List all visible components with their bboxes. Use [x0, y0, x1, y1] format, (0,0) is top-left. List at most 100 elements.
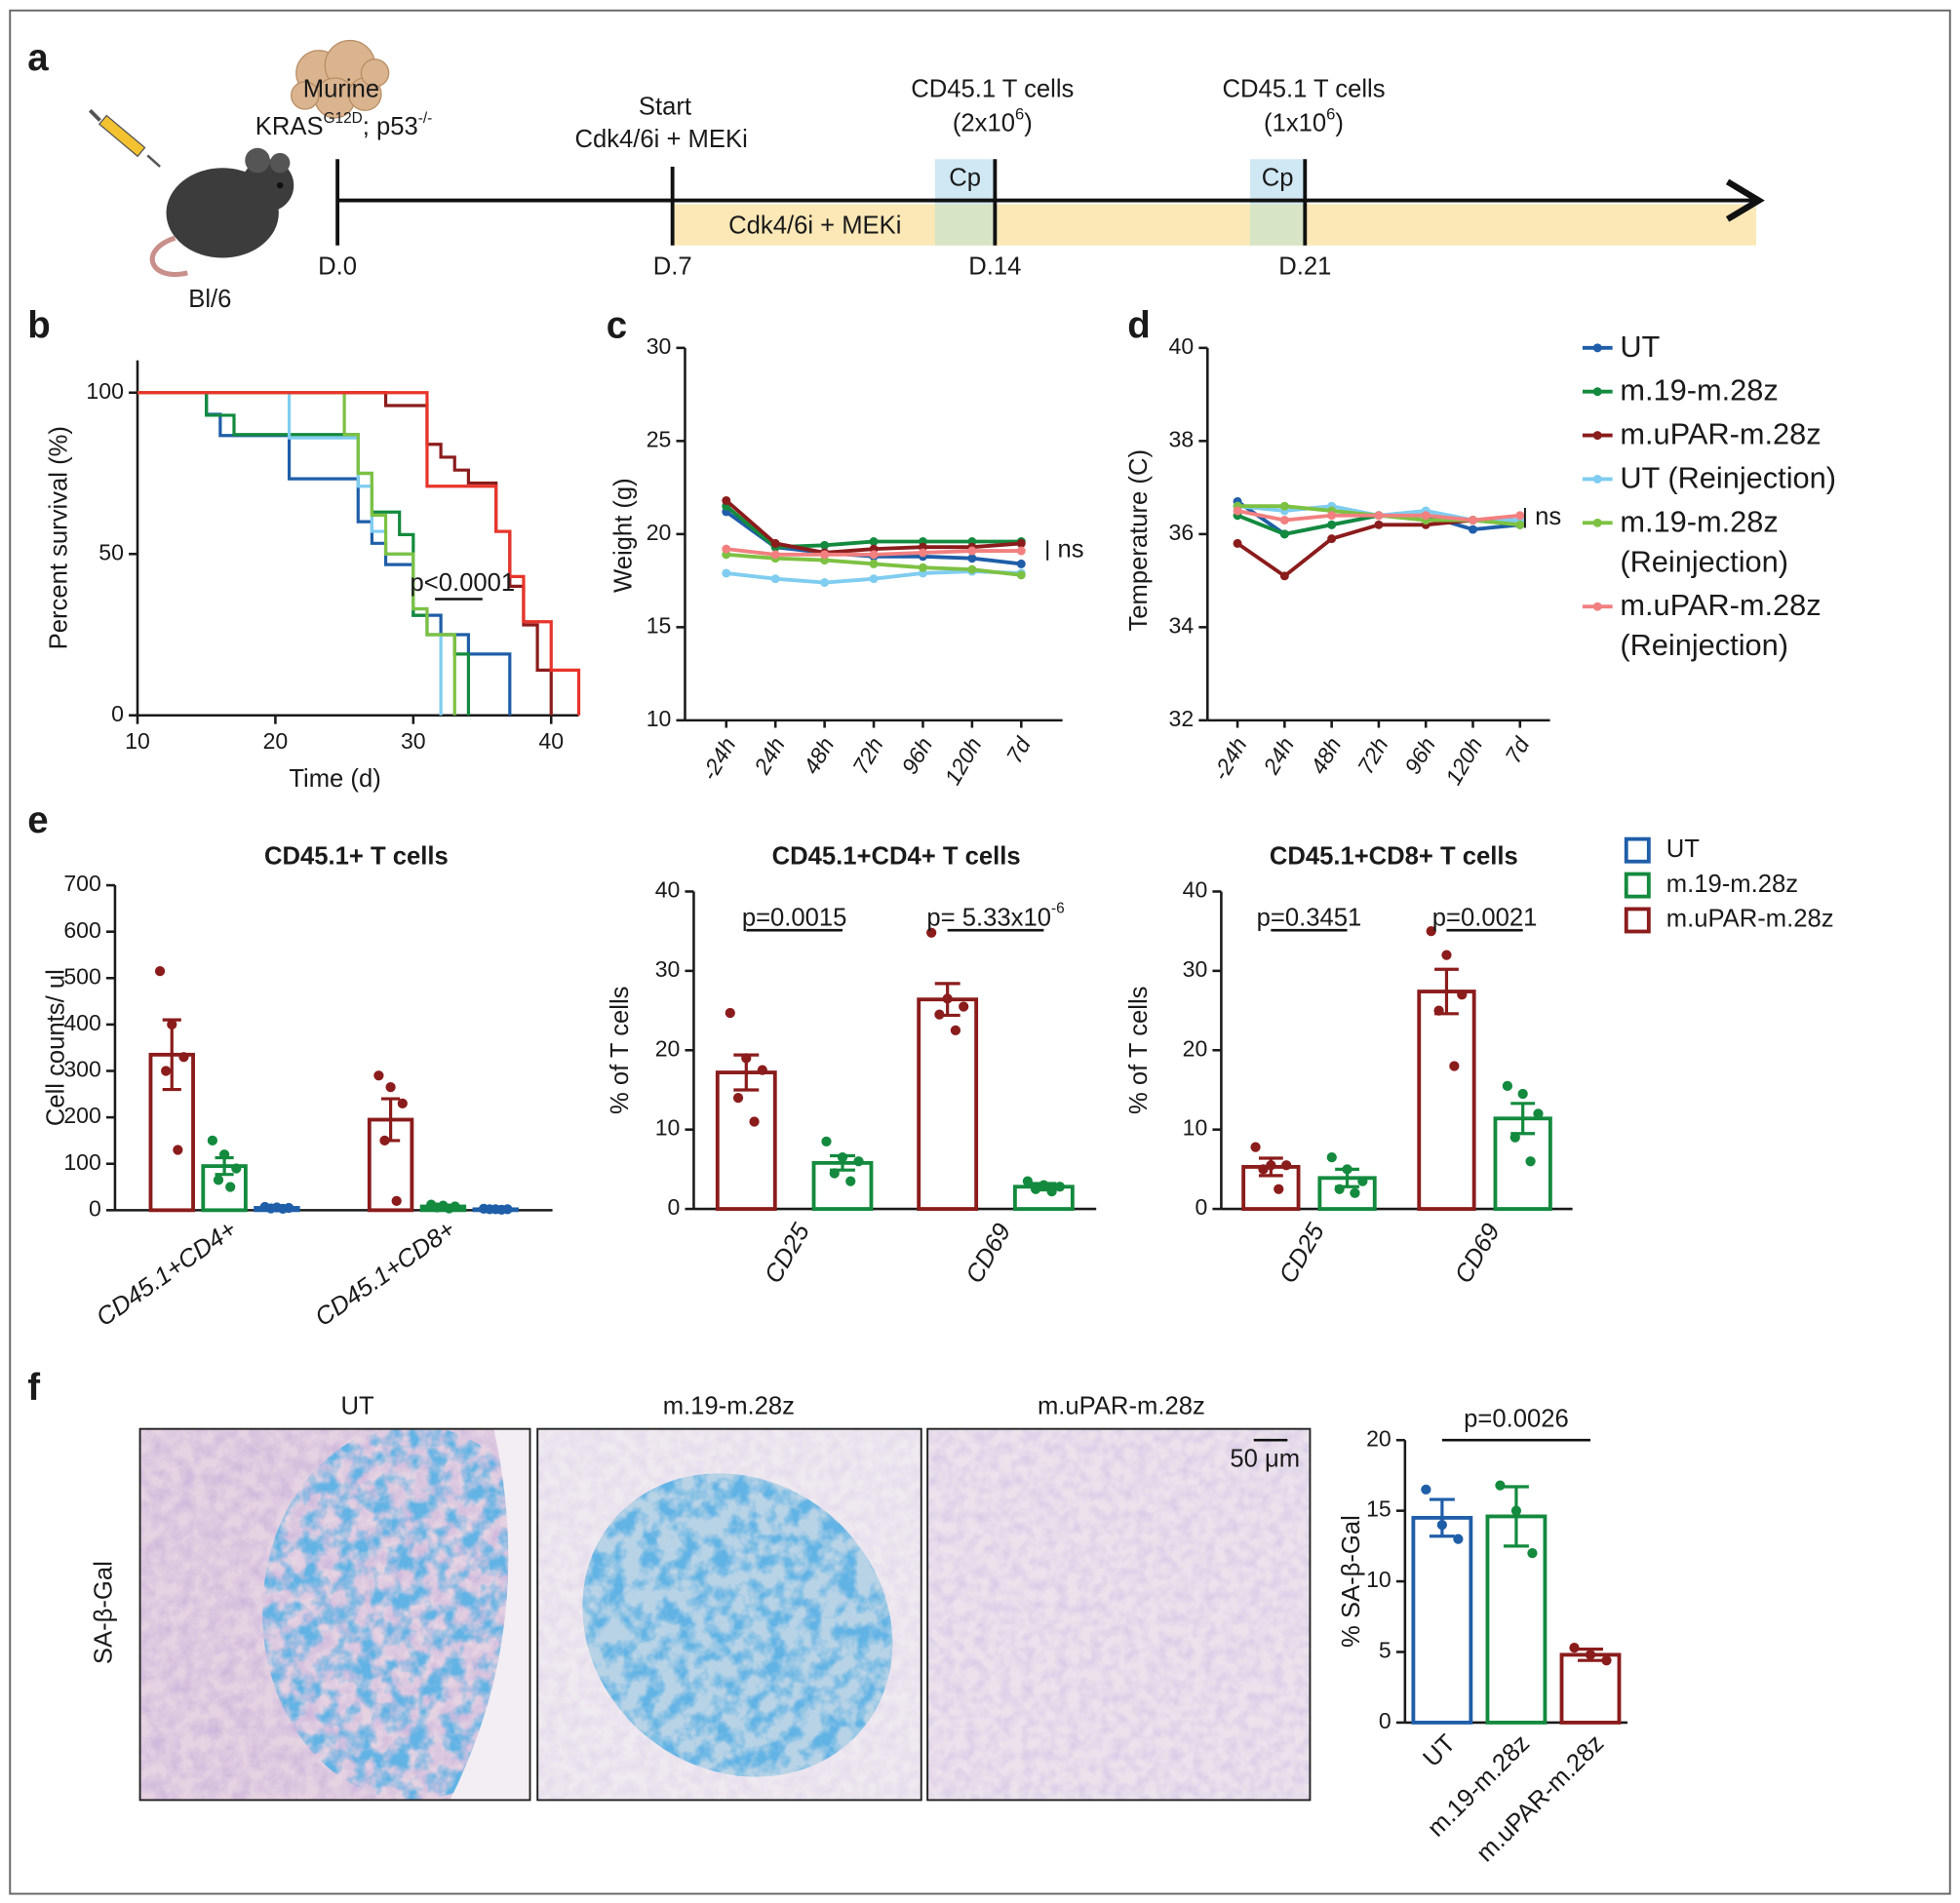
point	[1327, 534, 1337, 544]
annotation: ns	[1057, 535, 1083, 563]
x-tick-label: 48h	[799, 733, 840, 778]
micrograph	[927, 1428, 1311, 1801]
legend-swatch	[1624, 907, 1651, 934]
legend-label: UT (Reinjection)	[1620, 461, 1837, 496]
x-tick-label: 24h	[749, 733, 790, 779]
data-point	[1495, 1480, 1506, 1491]
panel-label: c	[607, 304, 627, 346]
y-tick-label: 300	[63, 1057, 100, 1082]
point	[918, 563, 927, 572]
x-tick-label: 24h	[1258, 733, 1299, 779]
y-tick-label: 0	[1195, 1194, 1207, 1220]
legend-entry: m.uPAR-m.28z (Reinjection)	[1578, 587, 1953, 667]
legend-marker	[1582, 518, 1613, 527]
data-point	[1258, 1164, 1269, 1175]
x-tick-label: CD45.1+CD4+	[92, 1216, 242, 1332]
annotation: ns	[1535, 503, 1561, 530]
y-tick-label: 40	[1169, 333, 1195, 359]
data-point	[1441, 950, 1452, 960]
annotation: p= 5.33x10-6	[926, 900, 1064, 931]
chart-title: CD45.1+CD4+ T cells	[772, 843, 1021, 871]
data-point	[926, 927, 937, 938]
legend-entry: m.19-m.28z (Reinjection)	[1578, 503, 1953, 583]
data-point	[1342, 1164, 1352, 1175]
point	[770, 574, 780, 584]
annotation: p=0.0021	[1432, 904, 1538, 931]
point	[1279, 516, 1289, 525]
point	[1279, 501, 1289, 511]
day-label: D.14	[968, 253, 1021, 281]
data-point	[959, 1001, 969, 1012]
y-tick-label: 15	[647, 612, 672, 638]
x-tick-label: CD69	[1450, 1219, 1506, 1288]
data-point	[732, 1092, 744, 1104]
data-point	[1569, 1643, 1580, 1653]
data-point	[1426, 926, 1436, 937]
y-tick-label: 20	[655, 1035, 681, 1061]
tumor	[291, 39, 390, 119]
data-point	[1274, 1184, 1284, 1194]
data-point	[178, 1052, 189, 1063]
data-point	[397, 1098, 408, 1108]
y-tick-label: 10	[1183, 1115, 1208, 1141]
data-point	[173, 1145, 183, 1155]
x-tick-label: UT	[1418, 1729, 1461, 1772]
data-point	[161, 1066, 172, 1076]
panel-label: d	[1127, 304, 1150, 346]
data-point	[379, 1135, 390, 1146]
y-tick-label: 0	[668, 1194, 681, 1220]
row-label: SA-β-Gal	[90, 1561, 117, 1664]
data-point	[1533, 1108, 1544, 1119]
y-tick-label: 34	[1169, 612, 1195, 638]
point	[1515, 520, 1525, 529]
data-point	[1457, 990, 1468, 1000]
chart-title: CD45.1+ T cells	[264, 843, 449, 871]
x-tick-label: 72h	[1352, 733, 1393, 778]
data-point	[1039, 1180, 1049, 1190]
y-tick-label: 10	[647, 706, 672, 731]
y-tick-label: 500	[63, 963, 100, 989]
y-tick-label: 20	[1183, 1035, 1208, 1061]
point	[1279, 571, 1289, 581]
y-axis-label: % of T cells	[607, 987, 634, 1115]
cp-box	[1249, 159, 1306, 205]
legend-dot	[1592, 387, 1602, 397]
point	[1016, 538, 1026, 548]
timeline-ticks	[335, 159, 1308, 246]
data-point	[741, 1053, 752, 1064]
image-frame	[536, 1427, 922, 1802]
y-tick-label: 10	[655, 1115, 681, 1141]
point	[1327, 520, 1337, 529]
data-point	[845, 1176, 856, 1186]
legend-label: m.uPAR-m.28z	[1620, 417, 1822, 452]
y-tick-label: 40	[655, 877, 681, 903]
cp-overlap	[1249, 204, 1306, 246]
y-axis-label: Percent survival (%)	[45, 426, 72, 649]
y-tick-label: 400	[63, 1010, 100, 1035]
x-tick-label: -24h	[696, 733, 741, 785]
x-tick-label: CD69	[960, 1219, 1016, 1288]
legend: UT m.19-m.28z m.uPAR-m.28z UT (Reinjection)…	[1578, 330, 1953, 667]
data-point	[432, 1202, 443, 1213]
x-axis-label: Time (d)	[289, 765, 380, 793]
y-tick-label: 25	[647, 426, 672, 451]
x-tick-label: CD45.1+CD8+	[310, 1216, 460, 1332]
data-point	[1030, 1184, 1041, 1194]
data-point	[1525, 1156, 1536, 1167]
annotation: p=0.3451	[1257, 904, 1362, 931]
annotation: p=0.0015	[742, 904, 847, 931]
y-tick-label: 30	[647, 333, 672, 359]
dose-close: )	[1335, 109, 1344, 136]
data-point	[821, 1136, 832, 1147]
data-point	[167, 1019, 177, 1030]
day-label: D.7	[653, 253, 692, 281]
genotype-sup: -/-	[418, 110, 433, 127]
legend-entry: m.uPAR-m.28z	[1578, 415, 1953, 455]
data-point	[218, 1149, 230, 1160]
data-point	[1502, 1080, 1512, 1092]
data-point	[757, 1065, 767, 1075]
data-point	[231, 1163, 242, 1174]
annotation: p=0.0026	[1464, 1405, 1569, 1432]
cp-label: Cp	[1262, 165, 1294, 192]
